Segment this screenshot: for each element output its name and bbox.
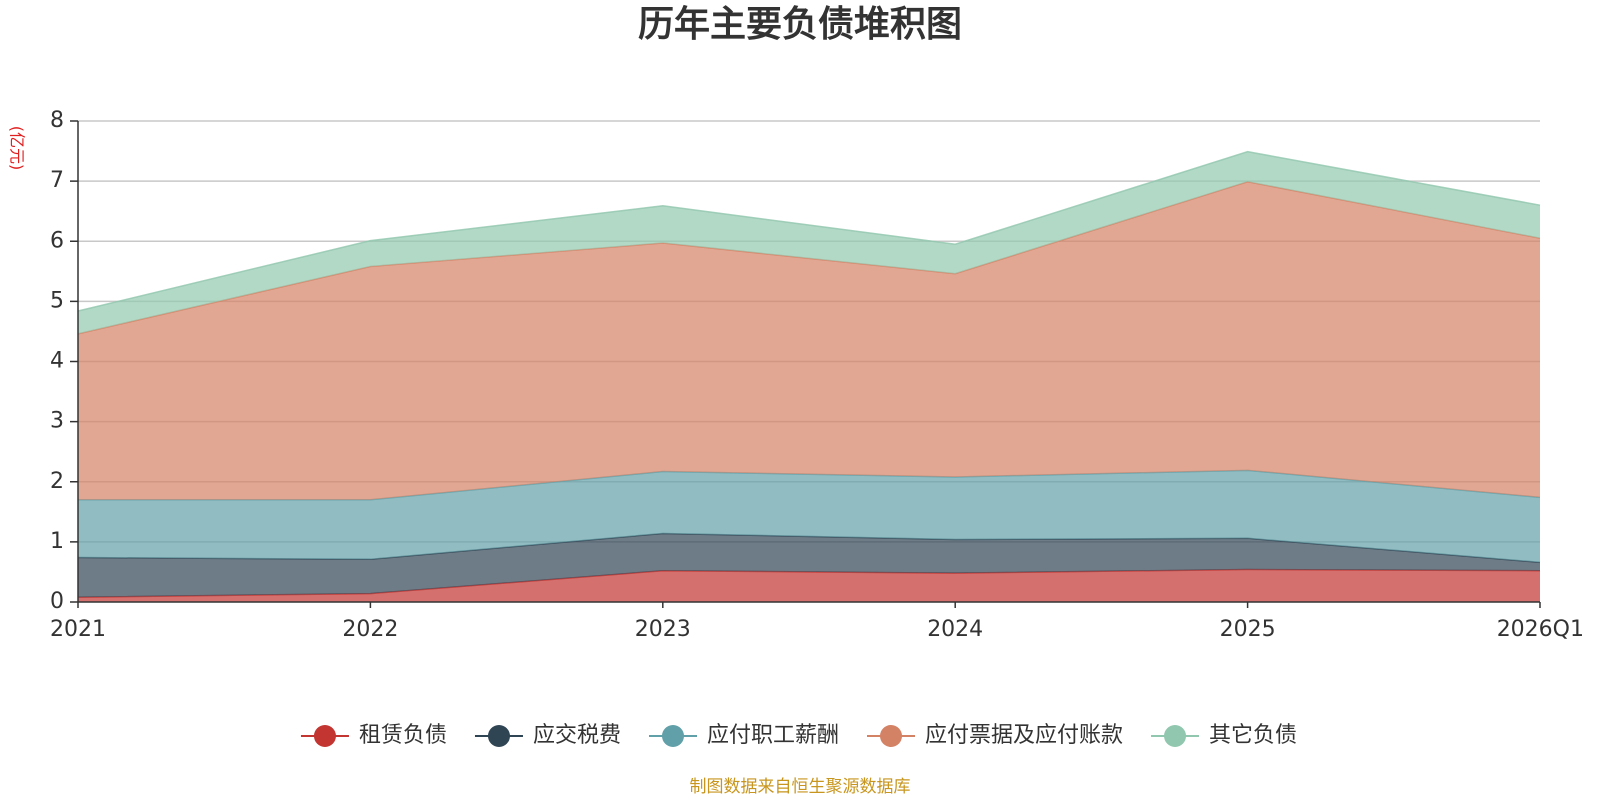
y-tick-label: 8 (50, 108, 64, 133)
axes: 0 1 2 3 4 5 6 7 8 2021 2022 2023 2024 2025 2026Q1 (50, 108, 1584, 642)
y-axis-unit: (亿元) (8, 126, 27, 171)
y-tick-label: 5 (50, 288, 64, 313)
legend-item-tax[interactable]: 应交税费 (474, 723, 621, 748)
area-rent (78, 569, 1540, 602)
legend-label: 租赁负债 (359, 723, 447, 748)
x-tick-label: 2023 (635, 617, 691, 642)
x-tick-label: 2021 (50, 617, 106, 642)
legend-marker-other (1164, 725, 1187, 747)
area-other (78, 151, 1540, 334)
legend-label: 应付票据及应付账款 (925, 723, 1123, 748)
legend-item-salary[interactable]: 应付职工薪酬 (648, 723, 839, 748)
legend-label: 应交税费 (533, 723, 621, 748)
legend-label: 其它负债 (1209, 723, 1297, 748)
y-tick-label: 3 (50, 409, 64, 434)
legend-marker-payable (880, 725, 903, 747)
x-tick-label: 2026Q1 (1497, 617, 1584, 642)
y-tick-label: 0 (50, 589, 64, 614)
y-tick-label: 6 (50, 228, 64, 253)
area-tax (78, 533, 1540, 598)
y-tick-label: 7 (50, 168, 64, 193)
legend-label: 应付职工薪酬 (707, 723, 839, 748)
legend-item-payable[interactable]: 应付票据及应付账款 (867, 723, 1123, 748)
legend-marker-rent (313, 725, 336, 747)
data-source-note: 制图数据来自恒生聚源数据库 (690, 777, 911, 797)
y-tick-label: 4 (50, 349, 64, 374)
legend: 租赁负债 应交税费 应付职工薪酬 应付票据及应付账款 其它负债 (300, 723, 1297, 748)
chart-title: 历年主要负债堆积图 (638, 4, 962, 45)
x-tick-label: 2025 (1220, 617, 1276, 642)
area-edge-other (77, 150, 1541, 312)
x-tick-label: 2022 (342, 617, 398, 642)
legend-marker-salary (661, 725, 684, 747)
legend-item-other[interactable]: 其它负债 (1151, 723, 1297, 748)
legend-marker-tax (487, 725, 510, 747)
area-series (77, 150, 1541, 602)
y-tick-label: 2 (50, 469, 64, 494)
x-tick-label: 2024 (927, 617, 983, 642)
legend-item-rent[interactable]: 租赁负债 (300, 723, 447, 748)
y-tick-label: 1 (50, 529, 64, 554)
